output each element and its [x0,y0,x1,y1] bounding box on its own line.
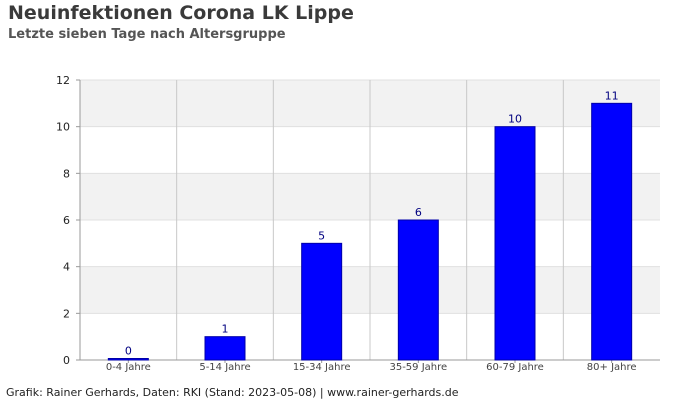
chart-subtitle: Letzte sieben Tage nach Altersgruppe [8,27,286,42]
y-tick-label: 12 [56,74,70,87]
x-tick-label: 15-34 Jahre [293,362,351,373]
data-label: 11 [605,89,619,102]
axes [76,79,660,363]
bar [591,102,633,361]
data-label: 0 [125,345,132,358]
footer-credits: Grafik: Rainer Gerhards, Daten: RKI (Sta… [6,386,459,399]
y-tick-label: 0 [63,354,70,367]
bar [107,358,149,361]
bar [301,242,343,361]
y-tick-label: 10 [56,121,70,134]
y-tick-label: 2 [63,307,70,320]
bar [397,219,439,361]
bars [107,102,633,361]
x-tick-label: 60-79 Jahre [486,362,544,373]
data-label: 6 [415,206,422,219]
chart-title: Neuinfektionen Corona LK Lippe [8,2,354,24]
bar [204,336,246,361]
data-label: 5 [318,229,325,242]
x-tick-label: 5-14 Jahre [199,362,250,373]
y-tick-label: 6 [63,214,70,227]
y-tick-label: 8 [63,167,70,180]
data-label: 1 [222,323,229,336]
labels: 0 2 4 6 8 10 12 0 0-4 Jahre 1 5-14 Jahre 5 15-34 Jah… [56,74,637,373]
x-tick-label: 35-59 Jahre [389,362,447,373]
y-tick-label: 4 [63,261,70,274]
data-label: 10 [508,113,522,126]
x-tick-label: 80+ Jahre [587,362,637,373]
x-tick-label: 0-4 Jahre [106,362,151,373]
bar [494,126,536,361]
